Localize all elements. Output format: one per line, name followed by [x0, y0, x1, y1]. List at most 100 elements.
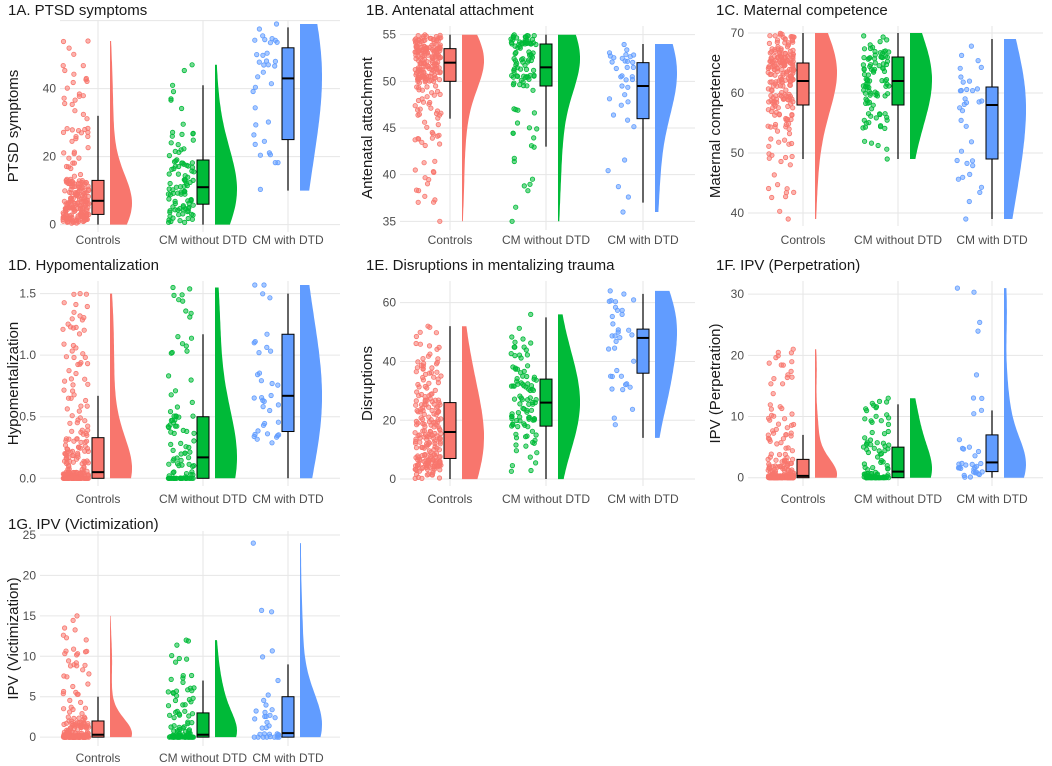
boxplot-cm_with_dtd [985, 410, 999, 478]
data-point [623, 52, 629, 58]
data-point [78, 470, 84, 476]
data-point [415, 136, 422, 142]
y-axis-label: Hypomentalization [5, 322, 22, 445]
data-point [437, 42, 443, 48]
data-point [61, 300, 67, 306]
data-point [963, 216, 969, 222]
data-point [84, 213, 90, 219]
data-point [417, 341, 423, 347]
data-point [979, 469, 985, 475]
y-tick-label: 40 [731, 206, 745, 220]
data-point [861, 46, 868, 52]
data-point [786, 141, 792, 147]
data-point [611, 415, 617, 421]
boxplot-controls [91, 696, 105, 738]
data-point [785, 445, 791, 451]
data-point [415, 188, 422, 194]
data-point [429, 63, 436, 70]
data-point [791, 34, 797, 40]
data-point [176, 212, 182, 218]
data-point [788, 73, 794, 79]
data-point [189, 711, 196, 717]
data-point [166, 153, 172, 159]
data-point [513, 431, 519, 437]
data-point [183, 181, 190, 187]
data-point [264, 344, 270, 350]
data-point [65, 395, 72, 401]
data-point [170, 89, 177, 95]
data-point [178, 440, 184, 446]
data-point [190, 472, 196, 478]
data-point [267, 407, 273, 414]
data-point [426, 431, 432, 437]
data-point [69, 179, 76, 185]
data-point [771, 67, 778, 73]
data-point [781, 465, 787, 472]
data-point [182, 733, 188, 740]
data-point [433, 412, 439, 418]
data-point [85, 360, 91, 367]
data-point [513, 442, 519, 448]
data-point [70, 79, 76, 86]
data-point [168, 140, 174, 146]
data-point [84, 208, 90, 214]
data-point [772, 72, 778, 78]
y-axis-label: IPV (Perpetration) [707, 323, 724, 443]
data-point [76, 93, 83, 99]
data-point [275, 677, 281, 684]
boxplot-cm_without_dtd [196, 334, 210, 479]
data-point [972, 453, 978, 459]
data-point [183, 308, 189, 314]
data-point [84, 403, 90, 409]
violin-cm_with_dtd [1004, 288, 1026, 478]
data-point [274, 433, 281, 439]
data-point [415, 199, 421, 205]
data-point [885, 421, 892, 427]
data-point [861, 66, 867, 72]
y-tick-label: 45 [383, 121, 397, 135]
data-point [84, 438, 90, 444]
data-point [180, 427, 186, 433]
data-point [414, 107, 421, 113]
x-tick-label: Controls [428, 492, 473, 506]
y-tick-label: 5 [29, 690, 36, 704]
data-point [165, 689, 171, 695]
box [91, 179, 105, 215]
data-point [61, 341, 67, 347]
data-point [170, 215, 176, 221]
data-point [966, 198, 972, 205]
points-cm_with_dtd [954, 43, 985, 222]
data-point [85, 681, 91, 687]
data-point [514, 417, 520, 424]
data-point [789, 475, 795, 481]
data-point [959, 460, 965, 466]
data-point [181, 67, 187, 74]
data-point [413, 436, 419, 442]
data-point [173, 184, 179, 190]
data-point [61, 378, 68, 384]
data-point [83, 637, 89, 643]
data-point [526, 125, 533, 131]
data-point [867, 437, 874, 443]
data-point [619, 307, 625, 313]
boxplot-cm_with_dtd [985, 39, 999, 219]
data-point [508, 413, 515, 419]
data-point [431, 40, 437, 47]
data-point [966, 78, 973, 84]
data-point [167, 209, 173, 215]
data-point [882, 125, 888, 131]
data-point [768, 108, 775, 115]
data-point [82, 354, 88, 360]
points-controls [60, 290, 92, 481]
data-point [424, 181, 431, 187]
data-point [255, 428, 261, 434]
data-point [517, 401, 523, 407]
data-point [614, 367, 620, 374]
data-point [527, 395, 533, 401]
data-point [430, 199, 437, 205]
data-point [64, 406, 70, 412]
y-tick-label: 0 [29, 730, 36, 744]
data-point [179, 131, 185, 137]
data-point [187, 449, 193, 455]
